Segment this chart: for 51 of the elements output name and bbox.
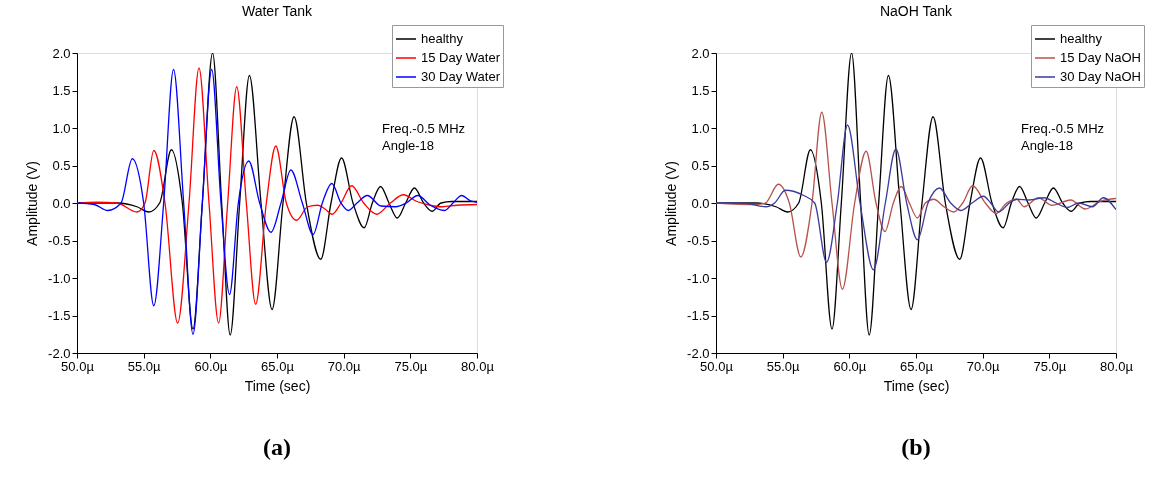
y-axis-title: Amplitude (V) bbox=[24, 161, 41, 246]
y-tick-label: 1.0 bbox=[52, 120, 71, 136]
legend-label: healthy bbox=[421, 31, 464, 46]
y-tick-label: -0.5 bbox=[687, 233, 710, 248]
y-tick-label: 2.0 bbox=[691, 45, 710, 61]
y-tick-label: 0.0 bbox=[691, 195, 710, 211]
y-tick-label: 0.5 bbox=[691, 158, 710, 173]
y-tick-label: -1.5 bbox=[687, 308, 710, 323]
legend-label: 15 Day NaOH bbox=[1060, 50, 1141, 65]
y-tick-label: 1.5 bbox=[52, 83, 71, 98]
y-tick-label: 0.5 bbox=[52, 158, 71, 173]
x-tick-label: 75.0µ bbox=[394, 358, 428, 374]
y-tick-label: 1.0 bbox=[691, 120, 710, 136]
x-tick-label: 50.0µ bbox=[61, 358, 95, 374]
legend-label: 15 Day Water bbox=[421, 50, 501, 65]
text: (b) bbox=[901, 434, 931, 460]
x-tick-label: 75.0µ bbox=[1033, 358, 1067, 374]
x-tick-label: 80.0µ bbox=[461, 358, 495, 374]
x-tick-label: 65.0µ bbox=[261, 358, 295, 374]
text: (a) bbox=[263, 434, 291, 460]
y-tick-label: -2.0 bbox=[48, 345, 71, 361]
y-tick-label: 2.0 bbox=[52, 45, 71, 61]
x-axis-title: Time (sec) bbox=[883, 377, 950, 394]
chart-title: Water Tank bbox=[241, 2, 314, 19]
y-tick-label: -1.5 bbox=[48, 308, 71, 323]
y-tick-label: -0.5 bbox=[48, 233, 71, 248]
y-tick-label: 0.0 bbox=[52, 195, 71, 211]
x-tick-label: 65.0µ bbox=[900, 358, 934, 374]
x-tick-label: 55.0µ bbox=[766, 358, 801, 374]
legend-label: 30 Day NaOH bbox=[1060, 69, 1141, 84]
y-tick-label: -1.0 bbox=[687, 270, 710, 286]
x-axis-title: Time (sec) bbox=[244, 377, 311, 394]
x-tick-label: 60.0µ bbox=[194, 358, 228, 374]
y-axis-title: Amplitude (V) bbox=[663, 161, 680, 246]
annotation: Angle-18 bbox=[382, 138, 435, 153]
y-tick-label: 1.5 bbox=[691, 83, 710, 98]
x-tick-label: 70.0µ bbox=[966, 358, 1001, 374]
chart-title: NaOH Tank bbox=[879, 2, 954, 19]
x-tick-label: 50.0µ bbox=[700, 358, 734, 374]
annotation: Freq.-0.5 MHz bbox=[382, 121, 466, 136]
x-tick-label: 60.0µ bbox=[833, 358, 867, 374]
legend-label: healthy bbox=[1060, 31, 1103, 46]
x-tick-label: 80.0µ bbox=[1100, 358, 1134, 374]
y-tick-label: -2.0 bbox=[687, 345, 710, 361]
x-tick-label: 55.0µ bbox=[127, 358, 162, 374]
annotation: Angle-18 bbox=[1021, 138, 1074, 153]
x-tick-label: 70.0µ bbox=[327, 358, 362, 374]
legend-label: 30 Day Water bbox=[421, 69, 501, 84]
line-series bbox=[716, 124, 1116, 271]
y-tick-label: -1.0 bbox=[48, 270, 71, 286]
annotation: Freq.-0.5 MHz bbox=[1021, 121, 1105, 136]
